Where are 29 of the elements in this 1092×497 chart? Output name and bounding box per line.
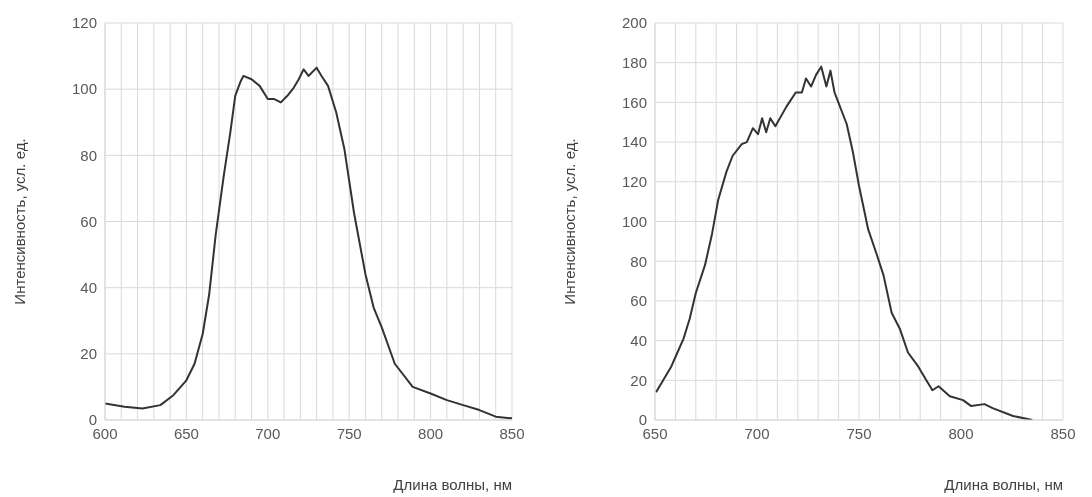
- y-axis-title: Интенсивность, усл. ед.: [561, 138, 579, 305]
- x-tick-label: 850: [499, 424, 525, 442]
- y-tick-label: 60: [80, 212, 97, 230]
- x-tick-label: 750: [336, 424, 362, 442]
- y-tick-label: 80: [80, 146, 97, 164]
- y-tick-label: 80: [630, 252, 647, 270]
- y-tick-label: 120: [621, 173, 647, 191]
- y-tick-label: 180: [621, 54, 647, 72]
- y-tick-label: 140: [621, 133, 647, 151]
- x-tick-label: 750: [846, 424, 872, 442]
- y-tick-label: 20: [80, 345, 97, 363]
- y-axis-title: Интенсивность, усл. ед.: [11, 138, 29, 305]
- y-tick-label: 40: [630, 331, 647, 349]
- x-tick-label: 800: [948, 424, 974, 442]
- x-axis-title: Длина волны, нм: [944, 476, 1063, 493]
- y-tick-label: 40: [80, 278, 97, 296]
- y-tick-label: 120: [71, 14, 97, 32]
- x-tick-label: 850: [1050, 424, 1076, 442]
- x-axis-title: Длина волны, нм: [393, 476, 512, 493]
- y-tick-label: 160: [621, 93, 647, 111]
- x-tick-label: 700: [744, 424, 770, 442]
- x-tick-label: 650: [173, 424, 199, 442]
- y-tick-label: 20: [630, 371, 647, 389]
- y-tick-label: 60: [630, 292, 647, 310]
- x-tick-label: 700: [255, 424, 281, 442]
- y-tick-label: 100: [621, 212, 647, 230]
- x-tick-label: 800: [418, 424, 444, 442]
- y-tick-label: 100: [71, 80, 97, 98]
- y-tick-label: 200: [621, 14, 647, 32]
